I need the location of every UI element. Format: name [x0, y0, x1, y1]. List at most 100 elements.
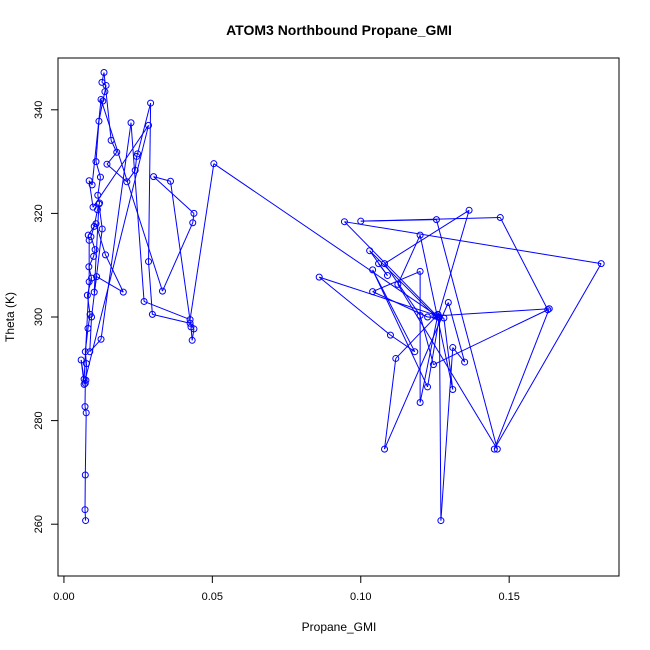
y-tick-label: 300: [33, 308, 45, 326]
series-line-segment: [192, 213, 195, 223]
series-line-segment: [384, 302, 449, 450]
data-point: [416, 267, 424, 275]
data-point: [88, 274, 96, 282]
series-line-segment: [344, 221, 439, 318]
data-point: [357, 217, 365, 225]
data-point: [490, 445, 498, 453]
series-line-segment: [390, 334, 416, 353]
data-point: [369, 266, 377, 274]
data-point: [186, 316, 194, 324]
data-point: [101, 251, 109, 259]
series-line-segment: [134, 156, 138, 171]
series-line-segment: [434, 308, 550, 317]
data-point: [148, 310, 156, 318]
data-point: [90, 252, 98, 260]
series-line-segment: [152, 313, 191, 324]
series-line-segment: [101, 72, 105, 83]
series-line-segment: [153, 176, 195, 214]
data-point: [424, 383, 432, 391]
series-line-segment: [438, 316, 442, 521]
series-line-segment: [344, 221, 602, 265]
data-point: [113, 148, 121, 156]
data-point: [81, 348, 89, 356]
series-line-segment: [384, 209, 470, 265]
series-line-segment: [91, 99, 102, 185]
series-line-segment: [433, 309, 548, 366]
series-line-segment: [378, 263, 388, 276]
data-point: [140, 297, 148, 305]
x-tick-label: 0.15: [498, 591, 519, 603]
series-line-segment: [170, 181, 192, 327]
series-line-segment: [447, 302, 466, 363]
series-line-segment: [137, 102, 152, 154]
series-line-segment: [419, 315, 434, 365]
data-point: [461, 358, 469, 366]
data-point: [381, 445, 389, 453]
data-point: [77, 356, 85, 364]
series-line-segment: [103, 72, 112, 141]
series-line-segment: [84, 412, 87, 475]
series-line-segment: [106, 151, 118, 165]
x-axis-label: Propane_GMI: [302, 620, 377, 634]
series-line-segment: [318, 276, 391, 336]
series-line-segment: [105, 254, 124, 293]
data-point: [496, 214, 504, 222]
series-line-segment: [395, 314, 439, 359]
series-line-segment: [189, 163, 215, 320]
series-line-segment: [130, 122, 145, 302]
data-point: [386, 331, 394, 339]
series-line-segment: [397, 284, 498, 450]
data-point: [437, 517, 445, 525]
data-point: [166, 177, 174, 185]
data-point: [81, 506, 89, 514]
series-line-segment: [360, 217, 501, 222]
data-point: [85, 278, 93, 286]
data-point: [186, 319, 194, 327]
series-line-segment: [162, 222, 194, 292]
series-line-segment: [110, 140, 118, 153]
series-line-segment: [384, 358, 397, 450]
data-point: [90, 288, 98, 296]
data-point: [99, 97, 107, 105]
data-point: [545, 305, 553, 313]
data-point: [187, 323, 195, 331]
series-line-segment: [443, 317, 454, 390]
data-point: [92, 158, 100, 166]
data-point: [449, 386, 457, 394]
data-point: [86, 348, 94, 356]
series-line-segment: [384, 263, 421, 316]
x-axis: 0.00 0.05 0.10 0.15: [53, 575, 520, 603]
data-point: [383, 272, 391, 280]
data-point: [392, 354, 400, 362]
y-tick-label: 260: [33, 515, 45, 533]
data-point: [416, 398, 424, 406]
series-line-segment: [89, 316, 93, 352]
y-axis-label: Theta (K): [3, 292, 17, 342]
series-line-segment: [493, 263, 602, 450]
data-point: [92, 220, 100, 228]
series-line-segment: [499, 217, 549, 310]
data-point: [145, 258, 153, 266]
data-point: [416, 311, 424, 319]
series-line-segment: [493, 308, 550, 450]
series-line-segment: [87, 314, 91, 329]
data-point: [315, 273, 323, 281]
data-point: [411, 348, 419, 356]
data-point: [190, 209, 198, 217]
data-point: [81, 403, 89, 411]
y-axis: 260 280 300 320 340: [33, 101, 59, 533]
data-point: [188, 336, 196, 344]
series-line-segment: [102, 91, 106, 102]
data-point: [88, 313, 96, 321]
data-point: [100, 69, 108, 77]
data-point: [189, 219, 197, 227]
data-point: [340, 218, 348, 226]
data-point: [424, 313, 432, 321]
series-line-segment: [87, 223, 97, 236]
data-point: [97, 335, 105, 343]
data-point: [98, 78, 106, 86]
series-line-segment: [88, 180, 94, 208]
x-tick-label: 0.10: [350, 591, 371, 603]
series-line-segment: [435, 219, 498, 450]
data-point: [93, 273, 101, 281]
